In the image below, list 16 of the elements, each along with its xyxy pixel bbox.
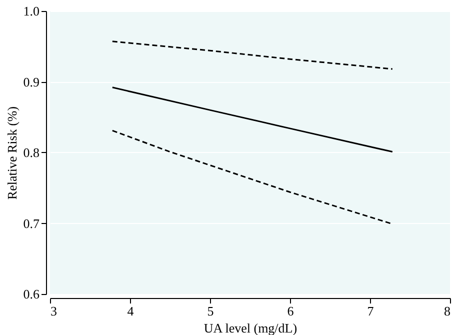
line-series	[112, 86, 394, 153]
x-tick-label: 5	[207, 304, 214, 318]
line-series	[112, 40, 394, 70]
y-axis-title: Relative Risk (%)	[4, 106, 20, 200]
x-tick-label: 6	[287, 304, 294, 318]
x-axis-title: UA level (mg/dL)	[204, 320, 298, 335]
y-tick-label: 0.7	[23, 216, 40, 231]
y-tick-label: 0.8	[23, 145, 40, 160]
line-series	[112, 130, 394, 225]
x-tick-label: 8	[444, 304, 450, 318]
x-tick-label: 4	[127, 304, 134, 318]
y-tick-label: 1.0	[23, 4, 40, 18]
x-tick-label: 7	[367, 304, 374, 318]
x-tick-label: 3	[50, 304, 57, 318]
y-tick-label: 0.6	[23, 286, 40, 302]
y-tick-label: 0.9	[23, 74, 40, 90]
